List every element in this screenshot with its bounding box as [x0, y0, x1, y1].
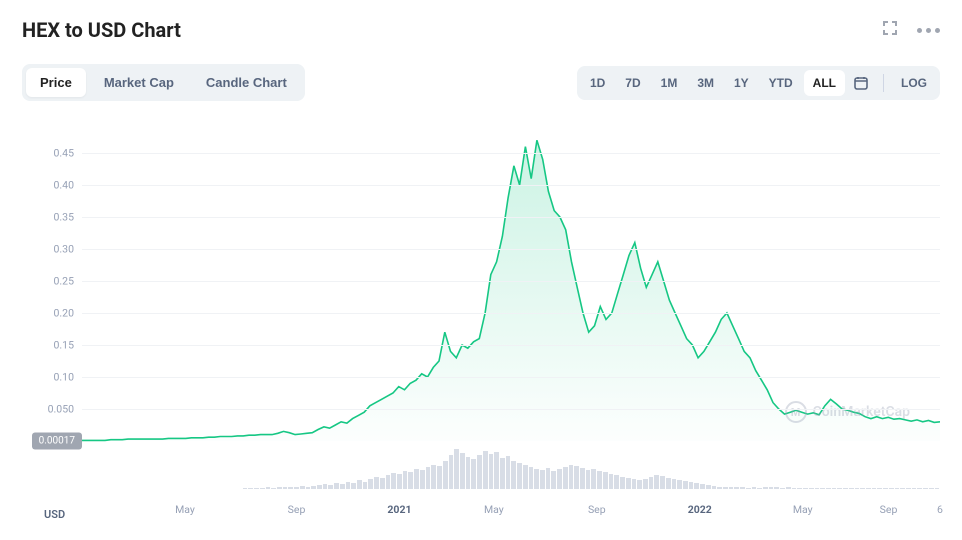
- range-ytd[interactable]: YTD: [760, 70, 802, 96]
- time-range-selector: 1D7D1M3M1YYTDALL LOG: [577, 66, 940, 100]
- range-1y[interactable]: 1Y: [725, 70, 758, 96]
- y-axis: 0.050 0.10 0.15 0.20 0.25 0.30 0.35 0.40 0.45 0.0…: [22, 113, 82, 521]
- currency-label: USD: [44, 508, 65, 521]
- x-tick-label: 2021: [387, 503, 411, 516]
- log-toggle[interactable]: LOG: [892, 70, 936, 96]
- more-icon[interactable]: [917, 28, 940, 33]
- plot-area[interactable]: M CoinMarketCap: [82, 113, 940, 521]
- chart-type-tabs: PriceMarket CapCandle Chart: [22, 64, 305, 101]
- x-tick-label: May: [793, 503, 813, 516]
- x-tick-label: May: [175, 503, 195, 516]
- x-tick-label: Sep: [288, 503, 306, 516]
- y-tick-label: 0.35: [54, 211, 74, 224]
- x-tick-label: 6: [937, 503, 943, 516]
- range-1d[interactable]: 1D: [581, 70, 614, 96]
- tab-price[interactable]: Price: [26, 68, 86, 97]
- tab-candle-chart[interactable]: Candle Chart: [192, 68, 301, 97]
- start-value-badge: 0.00017: [32, 433, 82, 450]
- x-tick-label: Sep: [588, 503, 606, 516]
- y-tick-label: 0.30: [54, 243, 74, 256]
- price-line: [82, 113, 940, 491]
- volume-bars: [82, 447, 940, 489]
- y-tick-label: 0.25: [54, 275, 74, 288]
- x-tick-label: Sep: [880, 503, 898, 516]
- x-tick-label: May: [484, 503, 504, 516]
- range-1m[interactable]: 1M: [652, 70, 687, 96]
- calendar-icon[interactable]: [847, 71, 875, 95]
- y-tick-label: 0.10: [54, 371, 74, 384]
- y-tick-label: 0.050: [48, 403, 74, 416]
- expand-icon[interactable]: [881, 19, 899, 41]
- range-3m[interactable]: 3M: [688, 70, 723, 96]
- range-7d[interactable]: 7D: [616, 70, 649, 96]
- x-axis: May Sep 2021 May Sep 2022 May Sep 6: [82, 495, 940, 521]
- y-tick-label: 0.15: [54, 339, 74, 352]
- price-chart: 0.050 0.10 0.15 0.20 0.25 0.30 0.35 0.40 0.45 0.0…: [22, 113, 940, 521]
- y-tick-label: 0.20: [54, 307, 74, 320]
- y-tick-label: 0.40: [54, 179, 74, 192]
- y-tick-label: 0.45: [54, 147, 74, 160]
- chart-title: HEX to USD Chart: [22, 18, 181, 42]
- tab-market-cap[interactable]: Market Cap: [90, 68, 188, 97]
- x-tick-label: 2022: [688, 503, 712, 516]
- range-all[interactable]: ALL: [804, 70, 845, 96]
